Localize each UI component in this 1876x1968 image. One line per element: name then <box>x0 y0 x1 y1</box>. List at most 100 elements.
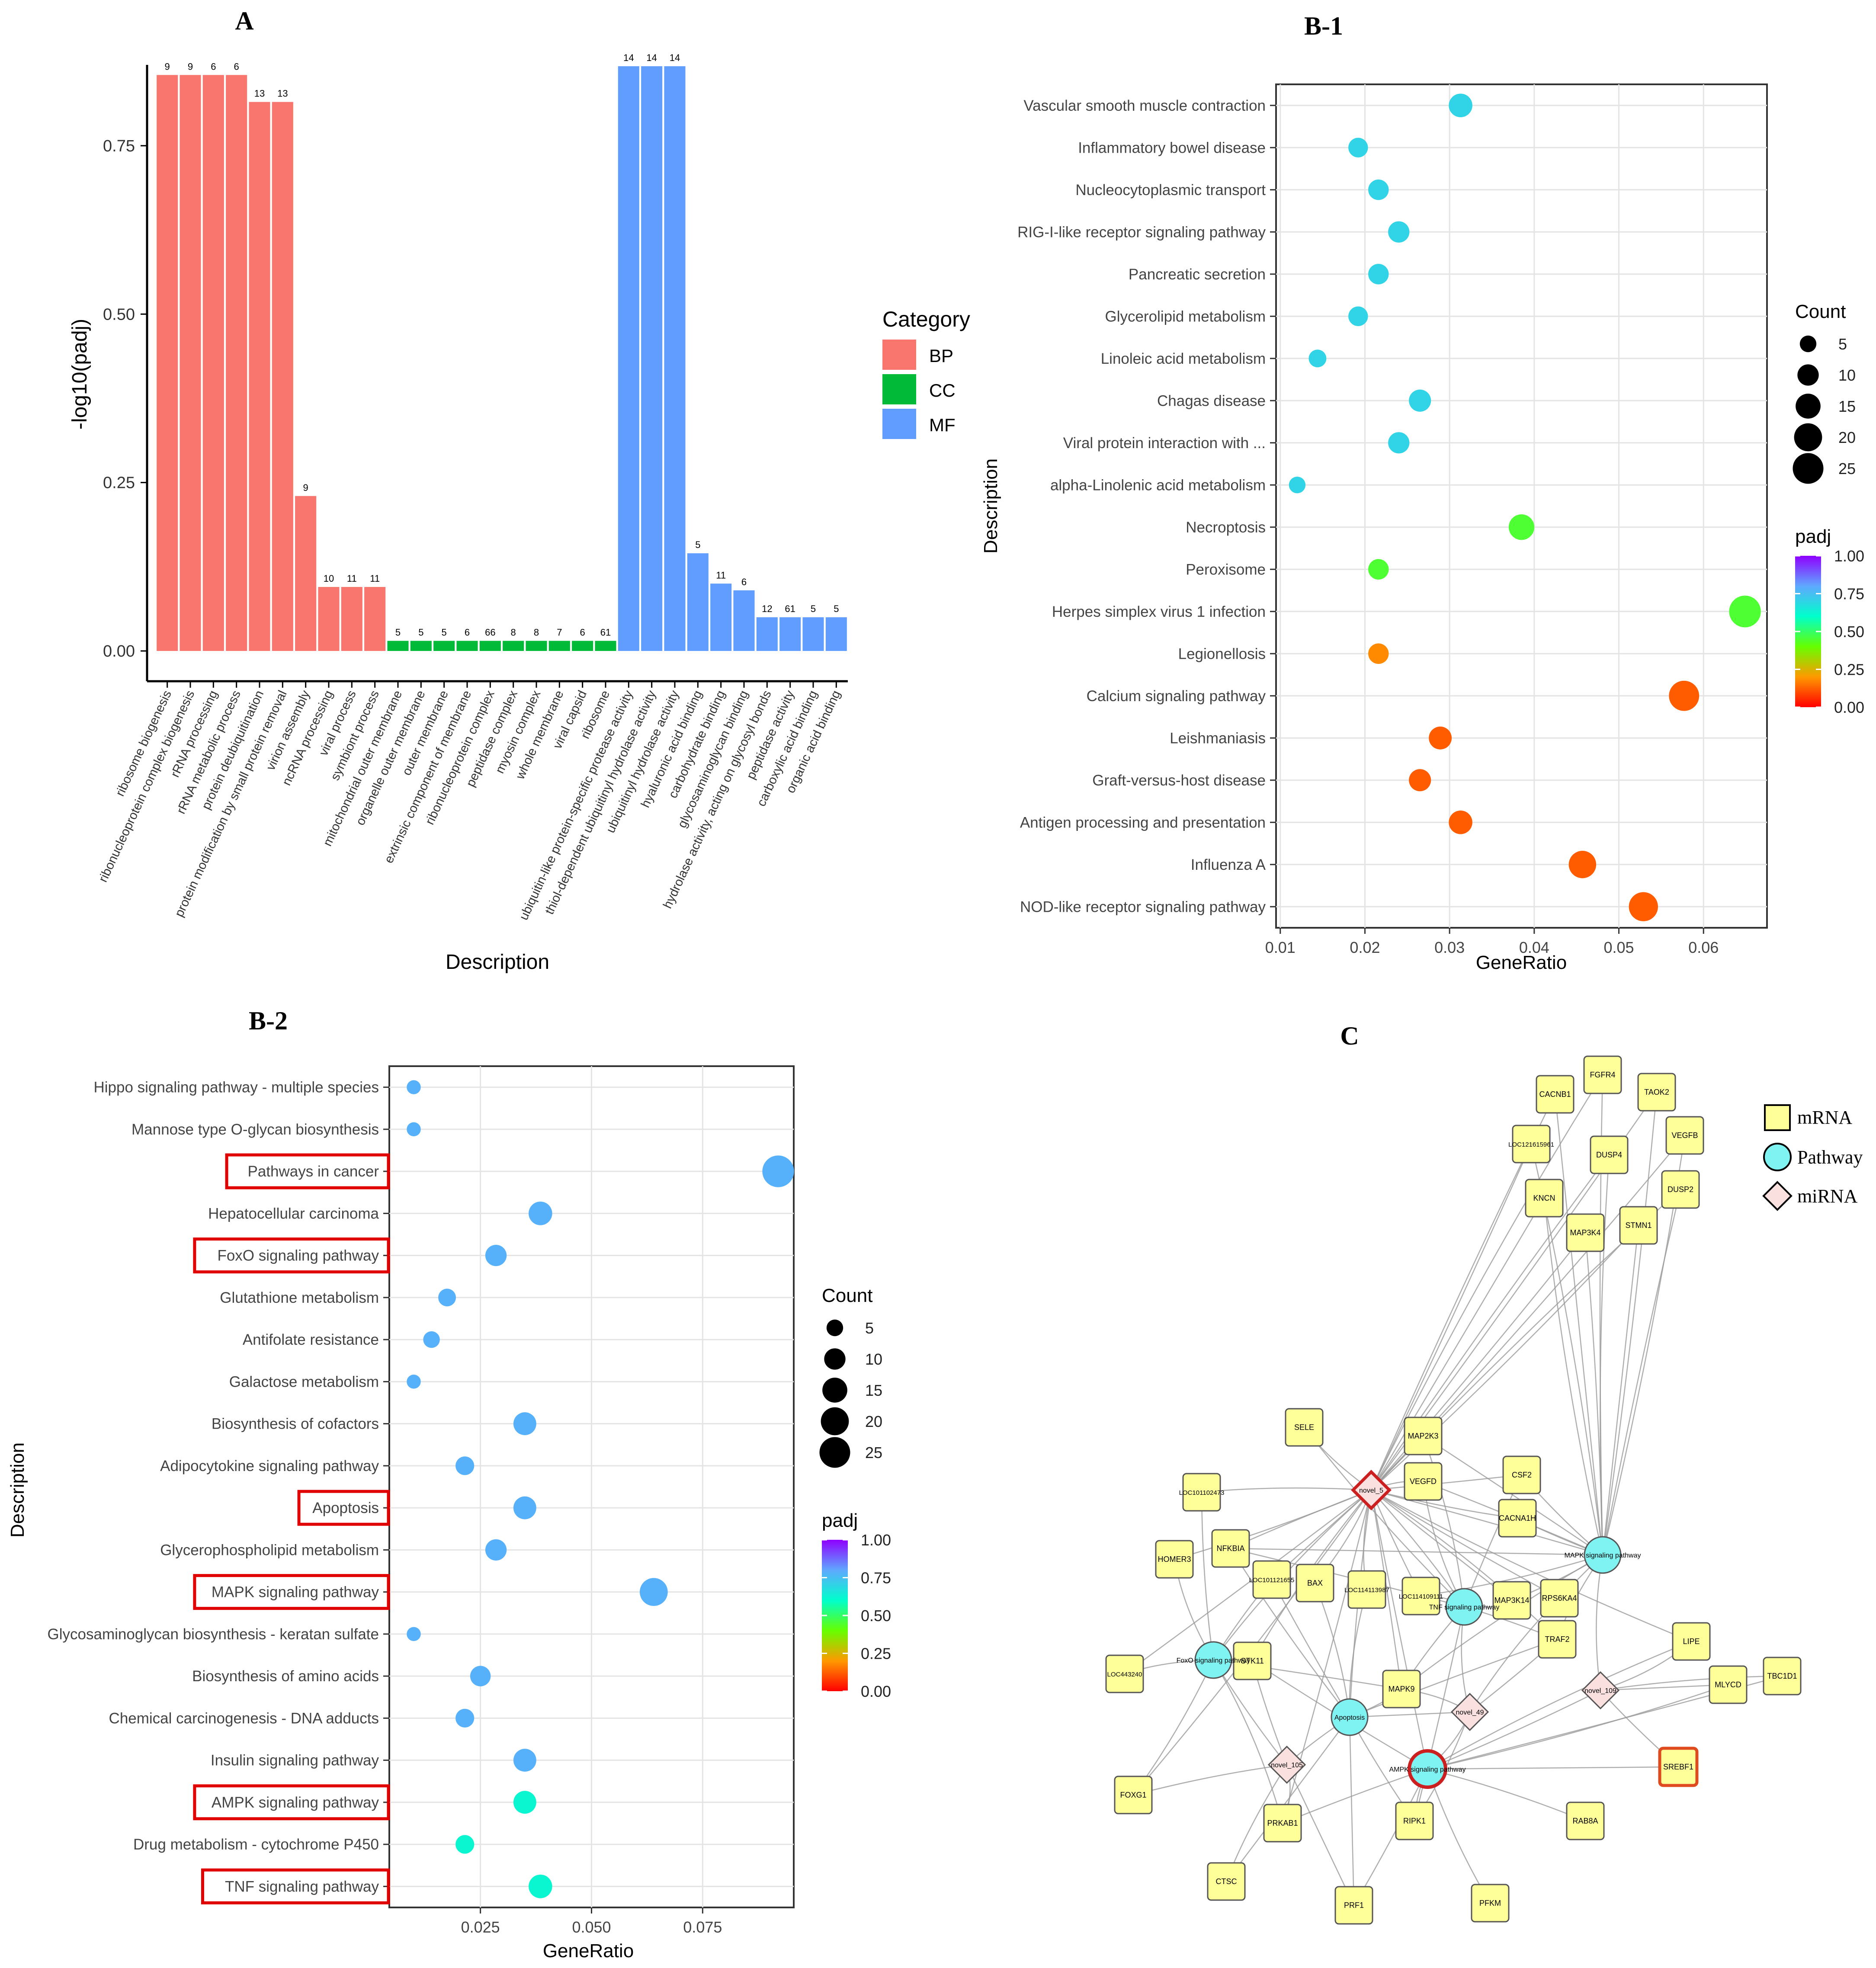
b2-padj-legend: padj 1.00 0.75 0.50 0.25 0.00 <box>822 1510 891 1700</box>
c-edge <box>1226 1717 1350 1882</box>
a-count-label: 5 <box>811 603 816 614</box>
panel-label-b1: B-1 <box>1304 12 1343 40</box>
c-legend-mirna-label: miRNA <box>1797 1186 1858 1207</box>
b2-y-label-apoptosis: Apoptosis <box>312 1500 379 1516</box>
a-bar-symbiont-process <box>364 587 386 651</box>
b1-dot-chagas-disease <box>1409 389 1431 412</box>
b1-padj-tick-label: 1.00 <box>1834 547 1864 565</box>
b2-count-legend-label: 5 <box>865 1319 874 1337</box>
b1-count-legend-dot <box>1799 335 1817 353</box>
c-node-pathway-apoptosis <box>1331 1698 1369 1736</box>
b1-padj-tick-label: 0.25 <box>1834 661 1864 679</box>
c-node-mrna-rps6ka4 <box>1540 1579 1579 1618</box>
c-node-mrna-foxg1 <box>1114 1776 1153 1814</box>
b1-x-tick-label: 0.06 <box>1688 939 1719 956</box>
a-y-axis-title: -log10(padj) <box>68 319 91 429</box>
c-node-label: novel_5 <box>1359 1487 1383 1494</box>
c-node-label: KNCN <box>1533 1194 1555 1202</box>
a-count-label: 13 <box>277 88 288 99</box>
a-count-label: 14 <box>646 52 657 63</box>
a-count-label: 7 <box>557 627 562 638</box>
a-bar-peptidase-complex <box>503 641 524 651</box>
b2-highlight-box <box>201 1868 390 1904</box>
a-y-tick-label: 0.25 <box>103 474 135 492</box>
a-bar-carboxylic-acid-binding <box>802 617 824 651</box>
c-node-label: SREBF1 <box>1663 1763 1693 1771</box>
c-edge <box>1602 1092 1658 1555</box>
a-bar-viral-capsid <box>572 641 593 651</box>
b1-padj-legend-title: padj <box>1795 526 1831 547</box>
c-edge <box>1174 1489 1372 1560</box>
c-node-label: PFKM <box>1479 1899 1501 1907</box>
panel-label-a: A <box>235 6 253 35</box>
b1-count-legend-label: 20 <box>1838 429 1856 446</box>
c-node-label: novel_105 <box>1271 1762 1303 1769</box>
a-y-ticks: 0.00 0.25 0.50 0.75 <box>103 137 147 660</box>
c-node-mrna-vegfd <box>1404 1462 1443 1501</box>
panel-label-b2: B-2 <box>249 1006 288 1035</box>
b1-gridlines <box>1276 84 1767 928</box>
b1-y-label-alpha-linolenic-acid-metabolism: alpha-Linolenic acid metabolism <box>1050 477 1266 494</box>
c-node-mrna-sele <box>1285 1408 1324 1447</box>
b1-y-labels: Vascular smooth muscle contraction Inflam… <box>1017 97 1276 915</box>
c-node-mrna-prkab1 <box>1263 1804 1302 1843</box>
a-bar-rrna-processing <box>202 75 224 651</box>
c-node-mrna-mapk9 <box>1382 1670 1421 1708</box>
a-count-label: 8 <box>534 627 539 638</box>
c-node-label: RAB8A <box>1572 1817 1598 1825</box>
c-node-label: MLYCD <box>1715 1680 1741 1689</box>
c-node-label: TAOK2 <box>1644 1088 1669 1096</box>
c-node-mrna-stmn1 <box>1619 1206 1658 1245</box>
a-bar-mitochondrial-outer-membrane <box>387 641 409 651</box>
b2-padj-tick-label: 0.75 <box>861 1569 891 1587</box>
c-edge <box>1371 1489 1692 1642</box>
a-count-label: 5 <box>695 539 700 550</box>
c-node-label: MAP2K3 <box>1408 1432 1438 1440</box>
a-bar-ribonucleoprotein-complex <box>479 641 501 651</box>
b2-x-tick-label: 0.025 <box>461 1918 500 1936</box>
b1-dot-vascular-smooth-muscle-contraction <box>1449 93 1472 118</box>
b1-count-legend-dot <box>1794 423 1822 452</box>
c-node-mrna-dusp4 <box>1590 1135 1629 1174</box>
a-count-label: 11 <box>347 573 357 584</box>
c-legend-pathway-swatch <box>1763 1143 1792 1171</box>
a-count-label: 5 <box>418 627 423 638</box>
b1-y-label-antigen-processing-and-presentation: Antigen processing and presentation <box>1020 814 1266 831</box>
c-node-label: STMN1 <box>1625 1221 1652 1230</box>
c-node-mrna-stk11 <box>1233 1641 1272 1680</box>
c-node-mrna-cacna1h <box>1498 1499 1537 1538</box>
c-legend-mrna-label: mRNA <box>1797 1107 1852 1128</box>
b2-y-label-insulin-signaling-pathway: Insulin signaling pathway <box>211 1752 379 1769</box>
b1-dot-leishmaniasis <box>1429 726 1452 750</box>
c-edge <box>1602 1225 1639 1555</box>
b2-padj-legend-title: padj <box>822 1510 858 1531</box>
c-edge <box>1427 1689 1601 1770</box>
b2-padj-tick-label: 0.00 <box>861 1683 891 1700</box>
a-count-label: 66 <box>485 627 495 638</box>
b2-highlight-box <box>193 1784 390 1821</box>
c-edge <box>1370 1074 1603 1490</box>
b2-y-label-hippo-signaling-pathway-multiple-species: Hippo signaling pathway - multiple speci… <box>93 1079 379 1096</box>
b2-y-label-biosynthesis-of-cofactors: Biosynthesis of cofactors <box>212 1416 379 1433</box>
c-edge <box>1427 1684 1728 1770</box>
b1-padj-tick-label: 0.50 <box>1834 623 1864 641</box>
a-count-label: 5 <box>442 627 447 638</box>
c-node-mrna-kncn <box>1525 1179 1564 1218</box>
b2-y-label-pathways-in-cancer: Pathways in cancer <box>248 1163 379 1180</box>
a-bar-thiol-dependent-ubiquitinyl-hydrolase-activity <box>641 66 663 651</box>
a-count-label: 6 <box>741 577 747 587</box>
c-node-label: FoxO signaling pathway <box>1177 1657 1251 1664</box>
b2-y-label-mannose-type-o-glycan-biosynthesis: Mannose type O-glycan biosynthesis <box>131 1121 379 1138</box>
b1-y-label-nucleocytoplasmic-transport: Nucleocytoplasmic transport <box>1075 182 1266 199</box>
b2-highlight-box <box>225 1153 390 1189</box>
a-bar-hyaluronic-acid-binding <box>687 553 709 651</box>
c-node-label: VEGFB <box>1671 1131 1698 1140</box>
b1-x-tick-label: 0.03 <box>1434 939 1465 956</box>
a-count-label: 5 <box>834 603 839 614</box>
c-edge <box>1414 1606 1465 1821</box>
c-edge <box>1421 1554 1603 1597</box>
c-node-mrna-ctsc <box>1207 1862 1246 1901</box>
b1-x-tick-label: 0.05 <box>1604 939 1634 956</box>
a-bar-outer-membrane <box>433 641 455 651</box>
